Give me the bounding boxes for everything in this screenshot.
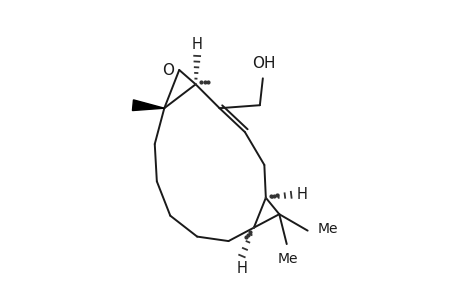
Text: H: H xyxy=(296,187,307,202)
Text: OH: OH xyxy=(252,56,275,71)
Text: Me: Me xyxy=(277,251,298,266)
Text: O: O xyxy=(162,63,174,78)
Polygon shape xyxy=(132,100,164,111)
Text: H: H xyxy=(191,38,202,52)
Text: H: H xyxy=(236,261,247,276)
Text: Me: Me xyxy=(318,222,338,236)
